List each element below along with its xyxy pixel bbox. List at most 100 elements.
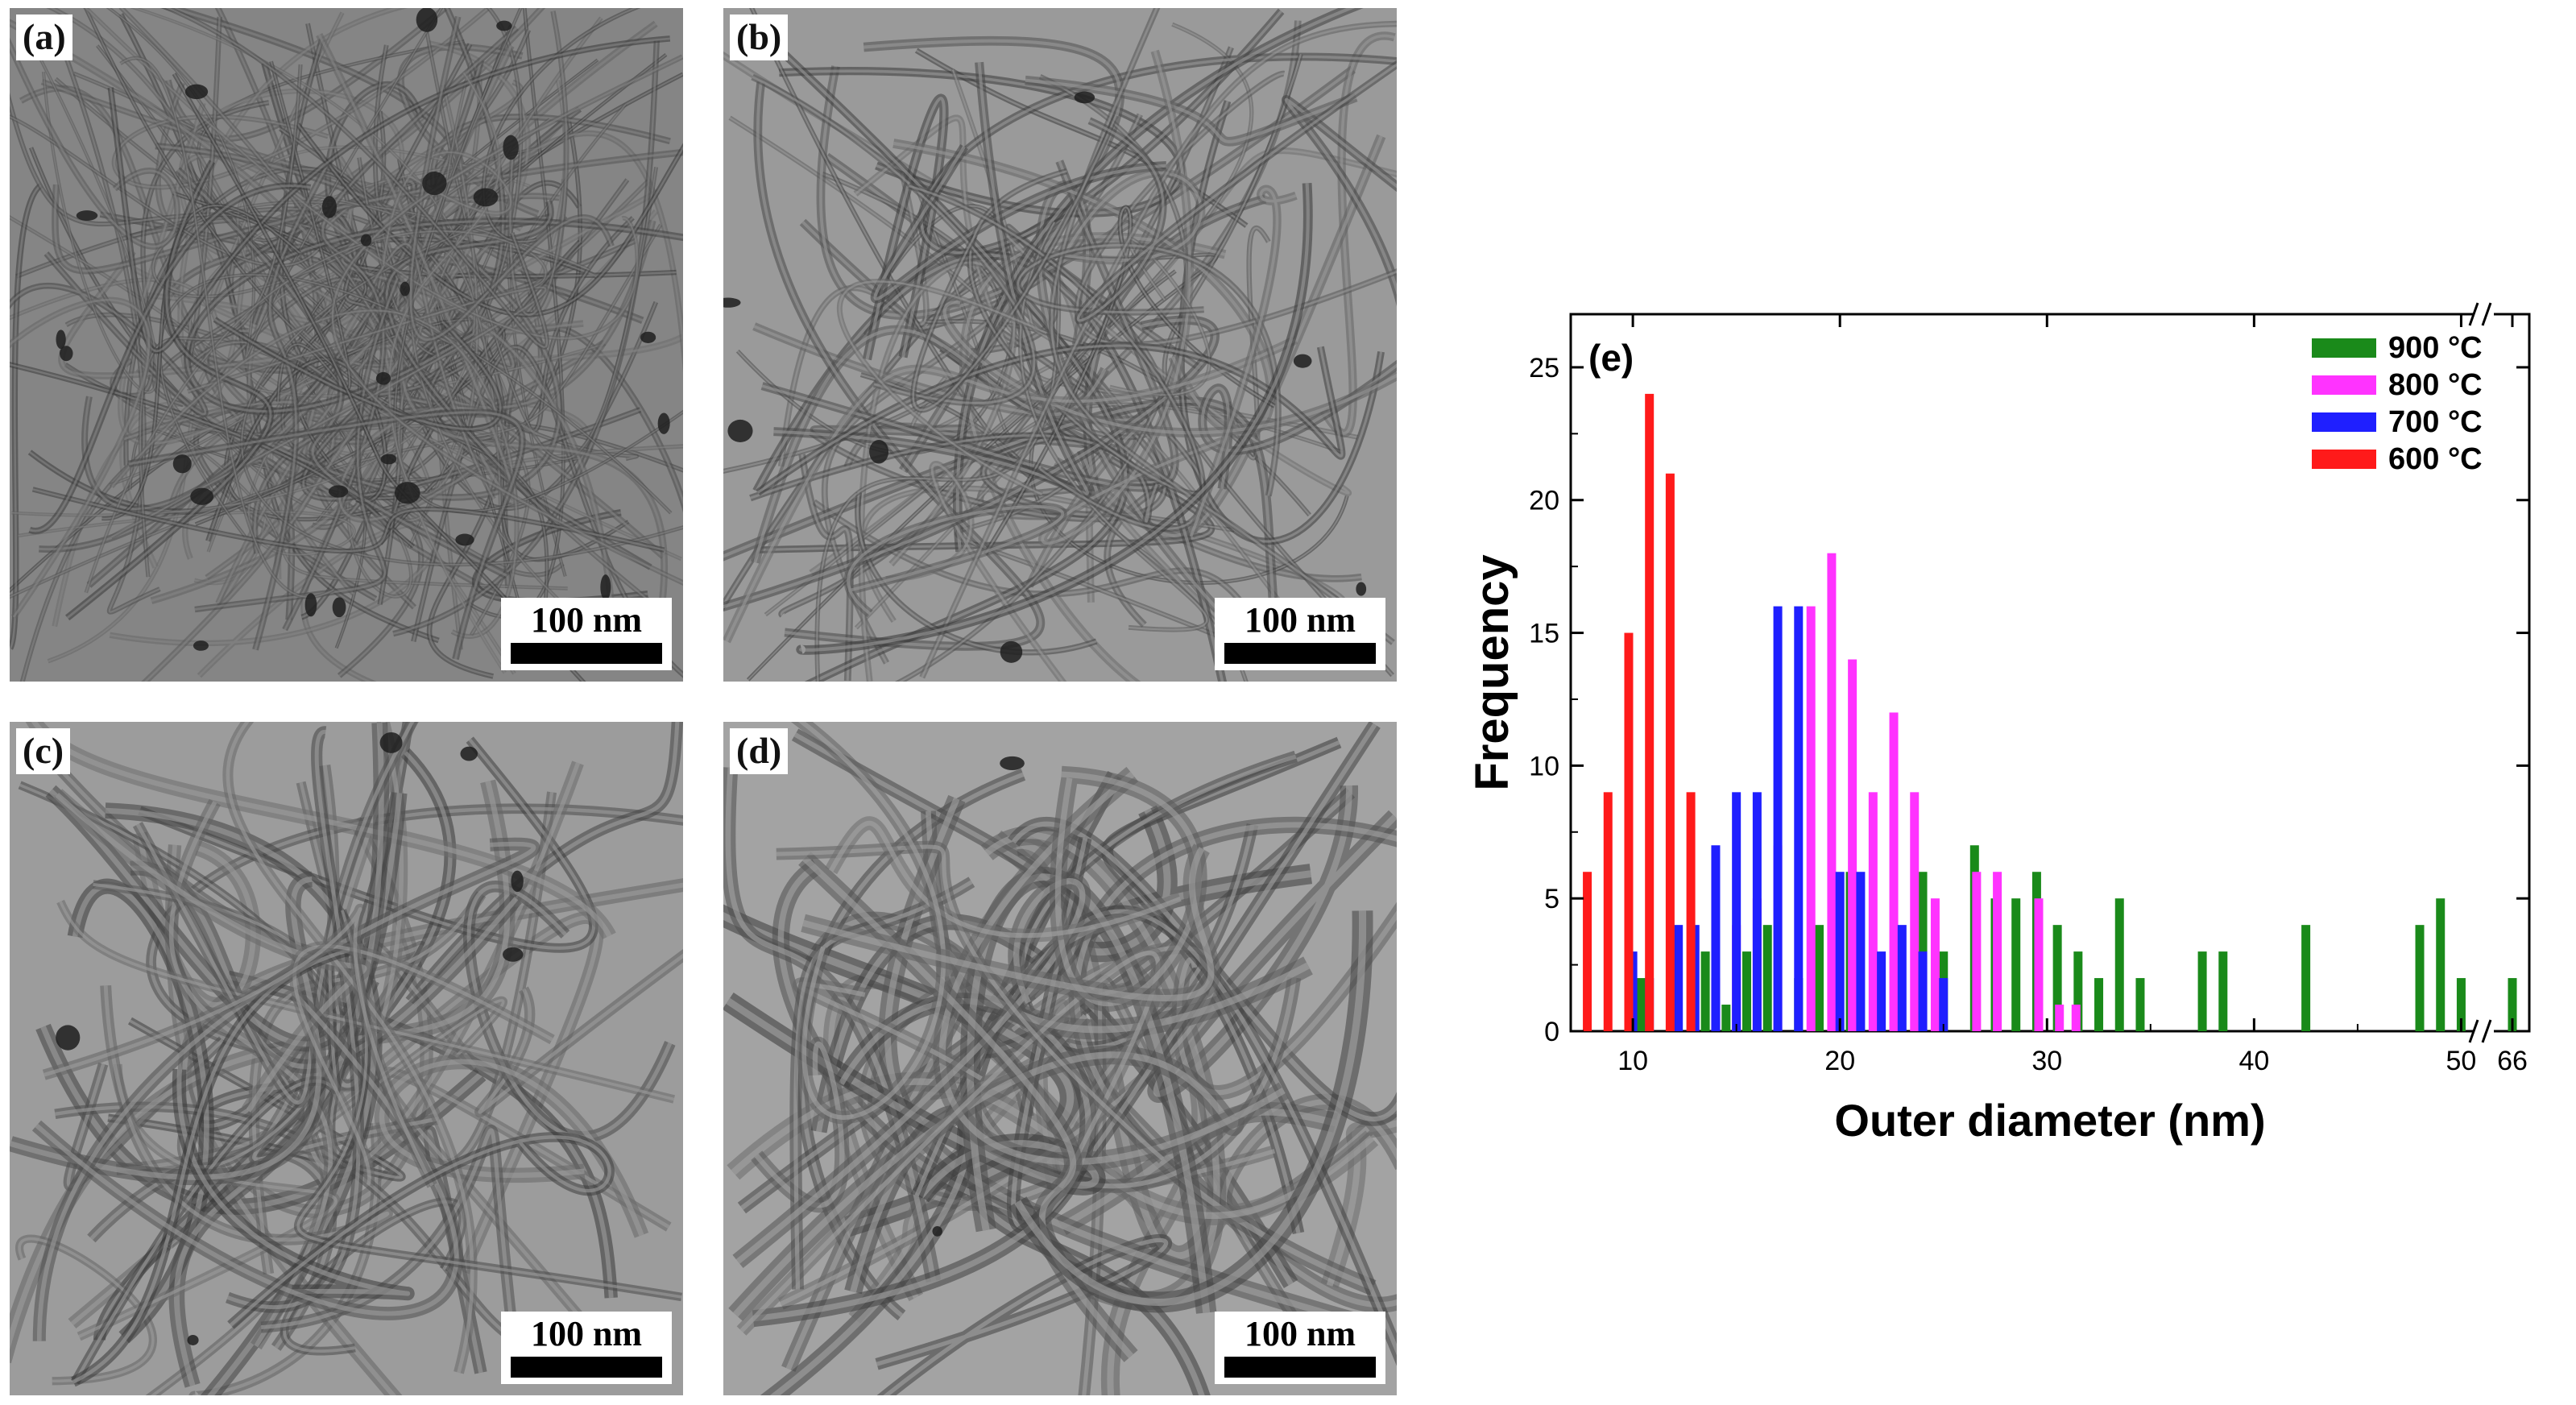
tem-texture-d bbox=[723, 722, 1397, 1395]
bar bbox=[1762, 925, 1772, 1031]
catalyst-particle bbox=[600, 574, 611, 600]
catalyst-particle bbox=[460, 746, 478, 761]
nanotube-core bbox=[66, 160, 272, 620]
y-tick-label: 15 bbox=[1529, 619, 1559, 649]
y-tick-label: 5 bbox=[1544, 884, 1559, 914]
scale-bar-label-b: 100 nm bbox=[1244, 600, 1356, 640]
nanotube-core bbox=[103, 985, 390, 1242]
bar bbox=[2456, 978, 2466, 1031]
axis-break-mark bbox=[2468, 302, 2479, 326]
catalyst-particle bbox=[375, 371, 391, 385]
bar bbox=[2011, 898, 2021, 1031]
nanotube-core bbox=[912, 114, 1117, 412]
nanotube-core bbox=[908, 184, 1204, 530]
y-axis-label: Frequency bbox=[1466, 554, 1518, 790]
nanotube-core bbox=[296, 910, 682, 1299]
nanotube-core bbox=[10, 299, 151, 618]
catalyst-particle bbox=[321, 196, 337, 218]
nanotube-core bbox=[292, 944, 553, 1186]
catalyst-particle bbox=[869, 439, 889, 464]
nanotube-core bbox=[1054, 771, 1202, 1007]
y-tick-label: 20 bbox=[1529, 486, 1559, 516]
nanotube-core bbox=[984, 206, 1275, 555]
scale-bar-b: 100 nm bbox=[1215, 598, 1385, 670]
catalyst-particle bbox=[379, 732, 403, 753]
nanotube-core bbox=[194, 277, 399, 611]
nanotube-core bbox=[962, 234, 1226, 682]
tem-image-a: (a) 100 nm bbox=[10, 8, 683, 682]
nanotube-core bbox=[1163, 53, 1394, 676]
bar bbox=[2073, 951, 2083, 1031]
legend-label: 800 °C bbox=[2388, 368, 2483, 402]
x-tick-label: 20 bbox=[1824, 1046, 1855, 1076]
nanotube-core bbox=[1200, 363, 1397, 490]
nanotube-core bbox=[876, 1237, 1169, 1395]
nanotube-core bbox=[739, 951, 1161, 1333]
y-tick-label: 25 bbox=[1529, 353, 1559, 383]
bar bbox=[2094, 978, 2104, 1031]
bar bbox=[1806, 606, 1816, 1031]
nanotube-core bbox=[856, 492, 1097, 654]
nanotube-core bbox=[43, 907, 434, 1187]
nanotube-core bbox=[1041, 50, 1224, 545]
bar bbox=[1856, 872, 1866, 1031]
bar bbox=[2415, 925, 2425, 1031]
catalyst-particle bbox=[1074, 91, 1095, 104]
bar bbox=[1686, 792, 1696, 1031]
series-700 bbox=[1628, 606, 1949, 1031]
nanotube-core bbox=[828, 820, 1182, 939]
bar bbox=[1742, 951, 1752, 1031]
legend-label: 700 °C bbox=[2388, 405, 2483, 439]
catalyst-particle bbox=[304, 593, 317, 617]
bar bbox=[1930, 898, 1940, 1031]
panel-label-e: (e) bbox=[1588, 337, 1634, 379]
x-tick-label: 10 bbox=[1617, 1046, 1648, 1076]
series-900 bbox=[1636, 845, 2517, 1031]
catalyst-particle bbox=[416, 8, 438, 32]
catalyst-particle bbox=[503, 135, 519, 160]
bar bbox=[1624, 632, 1634, 1031]
nanotube-core bbox=[241, 219, 683, 566]
bar bbox=[1732, 792, 1741, 1031]
x-tick-label: 66 bbox=[2497, 1046, 2528, 1076]
nanotube-core bbox=[78, 1063, 338, 1338]
catalyst-particle bbox=[332, 597, 346, 618]
scale-bar-a: 100 nm bbox=[501, 598, 672, 670]
scale-bar-label-d: 100 nm bbox=[1244, 1314, 1356, 1353]
nanotube-core bbox=[723, 318, 1217, 609]
nanotube-core bbox=[29, 184, 311, 533]
bar bbox=[1939, 978, 1949, 1031]
catalyst-particle bbox=[193, 640, 209, 651]
catalyst-particle bbox=[657, 412, 670, 434]
nanotube-core bbox=[213, 318, 502, 430]
scale-bar-line-a bbox=[511, 643, 662, 664]
catalyst-particle bbox=[932, 1226, 942, 1237]
catalyst-particle bbox=[640, 331, 656, 343]
legend-swatch bbox=[2312, 412, 2376, 432]
bar bbox=[1794, 606, 1804, 1031]
nanotube-core bbox=[892, 141, 1273, 436]
bar bbox=[1868, 792, 1878, 1031]
bar bbox=[1848, 659, 1857, 1031]
bar bbox=[1583, 872, 1592, 1031]
catalyst-particle bbox=[1000, 640, 1023, 663]
catalyst-particle bbox=[394, 482, 420, 504]
nanotube-core bbox=[373, 242, 495, 499]
nanotube-core bbox=[409, 16, 613, 341]
panel-label-c: (c) bbox=[16, 728, 71, 774]
catalyst-particle bbox=[727, 419, 753, 442]
catalyst-particle bbox=[422, 171, 447, 196]
bar bbox=[1827, 553, 1837, 1031]
nanotube-core bbox=[799, 183, 1310, 652]
catalyst-particle bbox=[184, 84, 209, 100]
nanotube-core bbox=[859, 261, 1016, 682]
legend-label: 600 °C bbox=[2388, 442, 2483, 476]
nanotube-core bbox=[865, 97, 946, 360]
scale-bar-c: 100 nm bbox=[501, 1312, 672, 1384]
scale-bar-line-b bbox=[1224, 643, 1376, 664]
nanotube-core bbox=[229, 1135, 611, 1327]
bar bbox=[1918, 951, 1928, 1031]
x-axis-label: Outer diameter (nm) bbox=[1834, 1095, 2265, 1146]
legend-swatch bbox=[2312, 450, 2376, 469]
nanotube-core bbox=[802, 847, 1215, 1001]
